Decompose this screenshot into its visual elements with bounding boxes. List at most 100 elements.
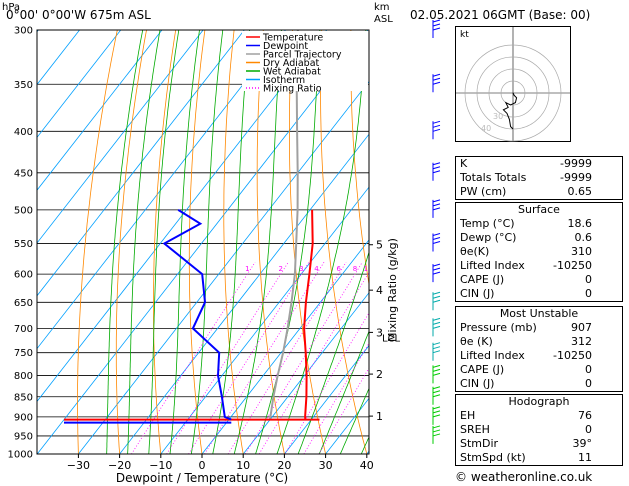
hodograph-ring: [488, 68, 538, 118]
mixing-ratio-axis-label: Mixing Ratio (g/kg): [386, 238, 399, 342]
isotherm-line: [37, 30, 122, 139]
wind-barb-feather: [432, 128, 441, 132]
index-value: -9999: [560, 157, 592, 170]
temp-tick-label: 0: [199, 459, 206, 472]
dry-adiabat-line: [320, 30, 368, 454]
wind-barb-feather: [432, 170, 441, 174]
wind-barb-feather: [432, 263, 441, 267]
pressure-tick-label: 350: [14, 80, 33, 91]
hodograph-label: EH: [460, 409, 476, 422]
temp-tick-label: −30: [67, 459, 90, 472]
x-axis-label: Dewpoint / Temperature (°C): [116, 471, 288, 485]
indices-rows: K -9999 Totals Totals -9999 PW (cm) 0.65: [456, 157, 622, 199]
hodograph-ring-label: 30: [493, 112, 503, 121]
mixing-ratio-label: 25: [420, 265, 429, 273]
km-label: km: [374, 2, 390, 13]
most-unstable-label: CIN (J): [460, 377, 495, 390]
most-unstable-label: Lifted Index: [460, 349, 525, 362]
wet-adiabat-line: [169, 30, 200, 454]
pressure-tick-label: 650: [14, 298, 33, 309]
pressure-tick-label: 950: [14, 431, 33, 442]
wind-barb-feather: [432, 317, 441, 321]
surface-row: CAPE (J) 0: [456, 273, 622, 287]
wet-adiabat-line: [106, 30, 144, 454]
temp-tick-label: 10: [236, 459, 250, 472]
wind-barb-feather: [432, 207, 441, 211]
plot-area: 1 2 3 4 6 8 10 15 20 25: [37, 6, 450, 472]
wind-barb-feather: [432, 299, 441, 303]
hodograph-unit-label: kt: [460, 30, 469, 40]
surface-row: Temp (°C) 18.6: [456, 217, 622, 231]
dry-adiabat-line: [289, 30, 327, 454]
wind-barb-feather: [432, 406, 441, 410]
mixing-ratio-label: 10: [363, 265, 372, 273]
mixing-ratio-line: [258, 271, 369, 454]
most-unstable-row: CAPE (J) 0: [456, 363, 622, 377]
wind-barb-feather: [432, 267, 441, 271]
most-unstable-panel: Most Unstable Pressure (mb) 907 θe (K) 312 L…: [455, 306, 623, 392]
wet-adiabat-line: [148, 30, 180, 454]
isotherm-line: [283, 344, 369, 454]
hodograph-row: StmSpd (kt) 11: [456, 451, 622, 465]
dry-adiabat-line: [153, 30, 177, 454]
surface-row: Dewp (°C) 0.6: [456, 231, 622, 245]
isotherm-line: [37, 30, 204, 244]
plot-frame: [36, 29, 370, 455]
hpa-label: hPa: [2, 2, 21, 13]
pressure-tick-label: 900: [14, 412, 33, 423]
most-unstable-label: Pressure (mb): [460, 321, 537, 334]
wind-barb-feather: [432, 425, 441, 429]
hodograph-row: SREH 0: [456, 423, 622, 437]
mixing-ratio-label: 8: [353, 265, 357, 273]
surface-label: Temp (°C): [460, 217, 515, 230]
surface-title: Surface: [518, 203, 560, 216]
dewpoint-profile: [162, 209, 232, 421]
hodograph-label: SREH: [460, 423, 490, 436]
wind-barb-feather: [432, 429, 441, 433]
wind-barb-feather: [432, 271, 441, 275]
wet-adiabat-line: [233, 30, 283, 454]
wind-barb-feather: [432, 372, 441, 376]
wind-barb-feather: [432, 342, 441, 346]
pressure-tick-label: 500: [14, 205, 33, 216]
pressure-tick-label: 750: [14, 348, 33, 359]
most-unstable-title: Most Unstable: [499, 307, 579, 320]
dry-adiabat-line: [77, 30, 118, 454]
wind-barb-feather: [432, 203, 441, 207]
isotherm-line: [242, 292, 369, 454]
index-label: PW (cm): [460, 185, 507, 198]
wind-barb-feather: [432, 162, 441, 166]
isotherm-line: [160, 186, 369, 454]
hodograph-ring: [464, 44, 562, 142]
pressure-tick-label: 300: [14, 26, 33, 37]
mixing-ratio-line: [303, 342, 369, 454]
location-title: 0°00' 0°00'W 675m ASL: [6, 8, 151, 22]
surface-value: -10250: [553, 259, 592, 272]
mixing-ratio-label: 6: [336, 265, 341, 273]
wind-barb-feather: [432, 350, 441, 354]
surface-label: CIN (J): [460, 287, 495, 300]
km-tick-label: 2: [376, 368, 383, 381]
copyright-text: © weatheronline.co.uk: [455, 470, 593, 484]
hodograph-value: 39°: [572, 437, 593, 450]
wind-barb-feather: [432, 77, 441, 81]
index-row: PW (cm) 0.65: [456, 185, 622, 199]
surface-label: θe(K): [460, 245, 490, 258]
temperature-profile: [303, 209, 314, 420]
index-label: Totals Totals: [460, 171, 527, 184]
wind-barb-feather: [432, 19, 441, 23]
km-asl-label: km ASL: [374, 2, 393, 26]
dry-adiabat-line: [115, 30, 147, 454]
parcel-trajectory: [269, 30, 299, 420]
hodograph-row: EH 76: [456, 409, 622, 423]
wind-barb-feather: [432, 295, 441, 299]
surface-row: CIN (J) 0: [456, 287, 622, 301]
surface-value: 310: [571, 245, 592, 258]
dry-adiabat-line: [409, 6, 450, 472]
mixing-ratio-label: 4: [314, 265, 319, 273]
wind-barb-feather: [432, 124, 441, 128]
wind-barb-feather: [432, 27, 441, 31]
mixing-ratio-line: [166, 261, 289, 454]
isotherm-line: [201, 239, 369, 454]
hodograph-label: StmDir: [460, 437, 499, 450]
